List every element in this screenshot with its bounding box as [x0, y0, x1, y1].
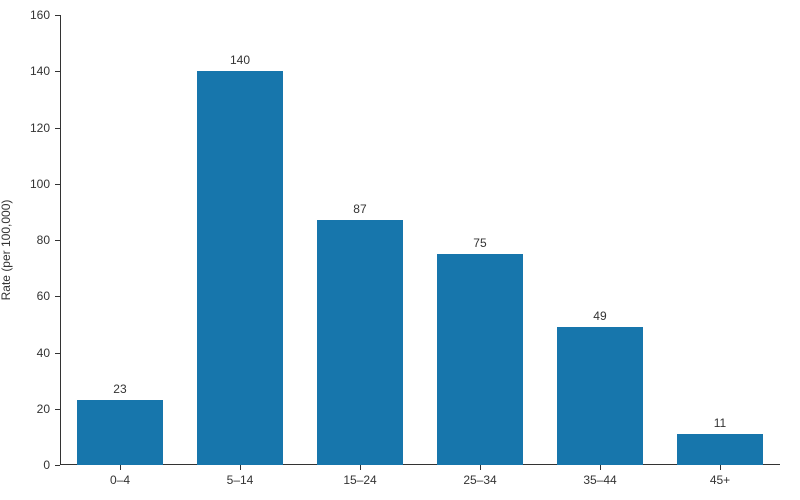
- plot-area: 2314087754911 0204060801001201401600–45–…: [60, 15, 780, 465]
- x-tick-label: 45+: [710, 465, 730, 487]
- bar-value-label: 11: [714, 416, 726, 434]
- bar: 140: [197, 71, 283, 465]
- x-tick-label: 35–44: [583, 465, 616, 487]
- bar-value-label: 23: [113, 382, 126, 400]
- y-tick-label: 20: [37, 402, 60, 416]
- bar-value-label: 75: [473, 236, 486, 254]
- y-tick-label: 60: [37, 289, 60, 303]
- y-tick-label: 80: [37, 233, 60, 247]
- y-tick-label: 0: [43, 458, 60, 472]
- bar: 49: [557, 327, 643, 465]
- bar: 23: [77, 400, 163, 465]
- bar-value-label: 140: [230, 53, 250, 71]
- y-tick-label: 100: [30, 177, 60, 191]
- x-tick-label: 0–4: [110, 465, 130, 487]
- x-tick-label: 25–34: [463, 465, 496, 487]
- bar-value-label: 87: [353, 202, 366, 220]
- bar: 11: [677, 434, 763, 465]
- y-tick-label: 120: [30, 121, 60, 135]
- x-tick-label: 15–24: [343, 465, 376, 487]
- chart-container: Rate (per 100,000) 2314087754911 0204060…: [0, 0, 800, 500]
- bar: 75: [437, 254, 523, 465]
- bar-value-label: 49: [593, 309, 606, 327]
- y-axis-label: Rate (per 100,000): [0, 200, 13, 301]
- y-tick-label: 160: [30, 8, 60, 22]
- x-tick-label: 5–14: [227, 465, 254, 487]
- bars-layer: 2314087754911: [60, 15, 780, 465]
- y-tick-label: 40: [37, 346, 60, 360]
- bar: 87: [317, 220, 403, 465]
- y-tick-label: 140: [30, 64, 60, 78]
